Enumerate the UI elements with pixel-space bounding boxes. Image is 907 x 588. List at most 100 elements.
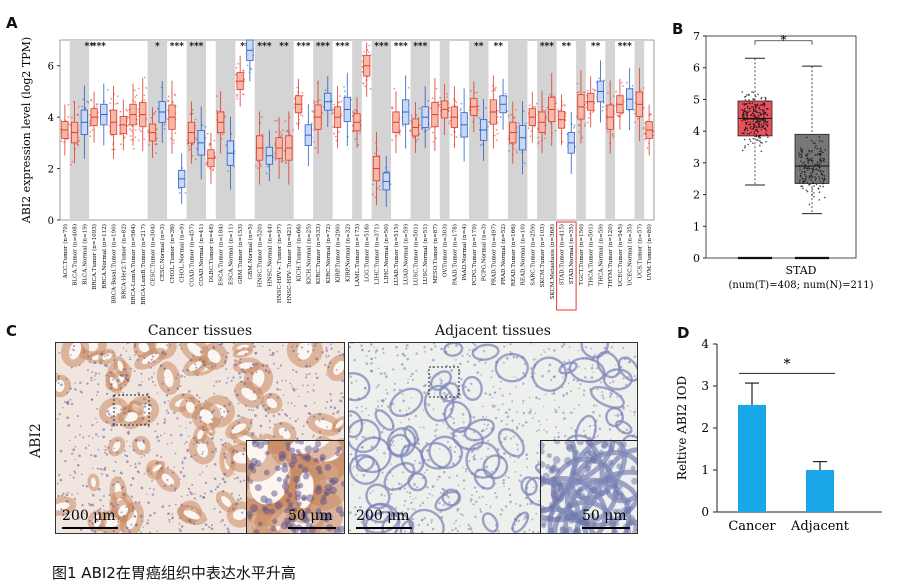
nucleus bbox=[602, 396, 605, 399]
gland-lumen bbox=[266, 398, 278, 409]
nucleus bbox=[429, 375, 432, 379]
nucleus bbox=[89, 503, 92, 507]
nucleus bbox=[93, 378, 96, 381]
nucleus bbox=[306, 384, 309, 387]
data-point bbox=[822, 182, 824, 184]
nucleus bbox=[79, 381, 82, 384]
data-point bbox=[593, 89, 596, 92]
data-point bbox=[752, 120, 754, 123]
nucleus bbox=[565, 374, 568, 377]
nucleus bbox=[541, 442, 545, 449]
data-point bbox=[331, 112, 334, 115]
nucleus bbox=[240, 368, 244, 372]
data-point bbox=[555, 102, 557, 105]
nucleus bbox=[182, 369, 185, 372]
nucleus bbox=[227, 351, 229, 354]
data-point bbox=[427, 100, 430, 102]
nucleus bbox=[329, 479, 336, 486]
nucleus bbox=[264, 408, 268, 412]
nucleus bbox=[324, 464, 332, 471]
data-point bbox=[314, 147, 317, 149]
data-point bbox=[612, 95, 615, 98]
cancer-scale-200: 200 μm bbox=[62, 508, 116, 524]
nucleus bbox=[560, 364, 563, 367]
nucleus bbox=[499, 432, 502, 435]
nucleus bbox=[72, 448, 76, 452]
category-label: PRAD.Tumor (n=497) bbox=[490, 224, 497, 286]
data-point bbox=[70, 116, 73, 119]
data-point bbox=[750, 125, 752, 128]
sample-size-note: (num(T)=408; num(N)=211) bbox=[728, 280, 873, 291]
data-point bbox=[127, 123, 130, 126]
nucleus bbox=[80, 391, 83, 394]
nucleus bbox=[423, 345, 426, 349]
data-point bbox=[76, 143, 78, 146]
nucleus bbox=[596, 366, 599, 370]
nucleus bbox=[361, 435, 365, 439]
data-point bbox=[748, 99, 750, 101]
significance-mark: ** bbox=[591, 42, 601, 52]
nucleus bbox=[171, 516, 175, 519]
nucleus bbox=[264, 369, 268, 372]
nucleus bbox=[509, 437, 513, 440]
data-point bbox=[208, 142, 211, 145]
nucleus bbox=[555, 467, 561, 473]
nucleus bbox=[57, 375, 61, 378]
nucleus bbox=[210, 410, 214, 414]
nucleus bbox=[413, 483, 416, 486]
data-point bbox=[108, 124, 111, 127]
nucleus bbox=[335, 368, 338, 371]
nucleus bbox=[374, 356, 377, 359]
data-point bbox=[814, 179, 817, 181]
nucleus bbox=[569, 411, 572, 414]
data-point bbox=[617, 115, 620, 118]
data-point bbox=[259, 122, 262, 124]
nucleus bbox=[335, 450, 341, 457]
data-point bbox=[763, 127, 765, 130]
nucleus bbox=[232, 507, 235, 510]
nucleus bbox=[620, 441, 627, 448]
nucleus bbox=[501, 403, 504, 406]
data-point bbox=[812, 167, 815, 169]
nucleus bbox=[326, 426, 328, 428]
nucleus bbox=[578, 349, 580, 352]
data-point bbox=[762, 118, 764, 121]
nucleus bbox=[134, 466, 137, 469]
nucleus bbox=[494, 416, 498, 420]
data-point bbox=[806, 169, 809, 172]
nucleus bbox=[450, 448, 453, 451]
nucleus bbox=[557, 431, 560, 434]
nucleus bbox=[312, 434, 315, 437]
nucleus bbox=[515, 520, 518, 522]
nucleus bbox=[214, 365, 217, 367]
data-point bbox=[134, 136, 137, 139]
nucleus bbox=[450, 369, 453, 372]
nucleus bbox=[361, 348, 364, 351]
data-point bbox=[811, 188, 814, 190]
nucleus bbox=[124, 377, 128, 380]
nucleus bbox=[212, 409, 216, 412]
nucleus bbox=[268, 349, 271, 352]
data-point bbox=[120, 133, 123, 136]
nucleus bbox=[623, 506, 632, 514]
data-point bbox=[760, 126, 762, 128]
nucleus bbox=[104, 448, 107, 452]
y-tick-label: 1 bbox=[693, 220, 700, 233]
nucleus bbox=[261, 345, 264, 348]
data-point bbox=[284, 120, 287, 123]
nucleus bbox=[351, 457, 354, 460]
nucleus bbox=[413, 409, 415, 411]
nucleus bbox=[244, 404, 247, 407]
nucleus bbox=[474, 439, 477, 442]
data-point bbox=[807, 165, 810, 167]
nucleus bbox=[296, 345, 298, 348]
nucleus bbox=[380, 430, 384, 434]
nucleus bbox=[128, 432, 131, 435]
plot-frame bbox=[705, 35, 857, 259]
data-point bbox=[823, 158, 826, 160]
nucleus bbox=[406, 507, 410, 511]
nucleus bbox=[556, 487, 562, 493]
data-point bbox=[743, 104, 746, 106]
nucleus bbox=[188, 519, 192, 522]
nucleus bbox=[219, 510, 222, 514]
